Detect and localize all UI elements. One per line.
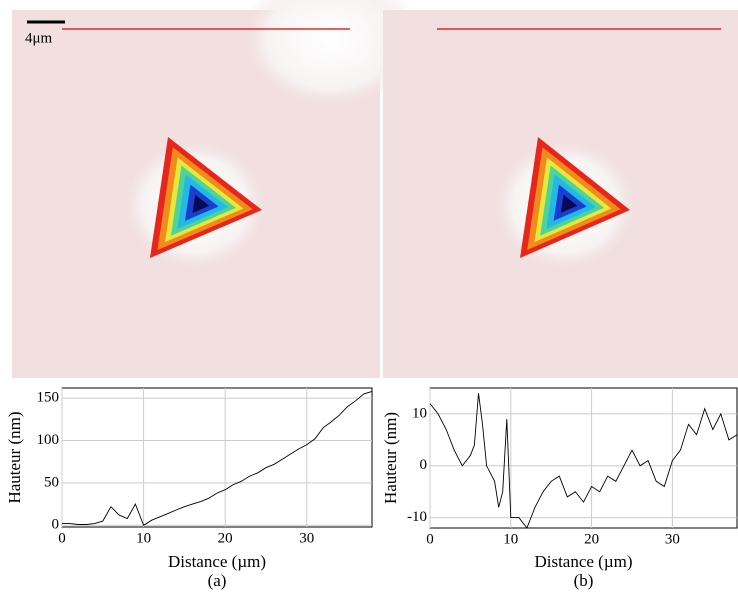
x-tick-label: 30 xyxy=(299,530,314,546)
profile-line xyxy=(429,393,738,529)
y-tick-label: 0 xyxy=(420,457,428,473)
indent xyxy=(150,137,262,258)
y-axis-label: Hauteur (nm) xyxy=(381,412,400,504)
x-axis-label: Distance (µm) xyxy=(534,552,632,571)
x-axis-label: Distance (µm) xyxy=(168,552,266,571)
image-b xyxy=(383,10,738,378)
y-tick-label: 10 xyxy=(412,405,427,421)
x-tick-label: 0 xyxy=(58,530,66,546)
y-tick-label: 0 xyxy=(52,517,60,533)
y-tick-label: 100 xyxy=(37,432,60,448)
plot-area xyxy=(61,387,373,528)
indent xyxy=(520,137,630,258)
y-tick-label: 150 xyxy=(37,390,60,406)
scale-bar-label: 4μm xyxy=(25,30,53,46)
y-axis-label: Hauteur (nm) xyxy=(5,411,24,503)
x-tick-label: 10 xyxy=(136,530,151,546)
y-tick-label: -10 xyxy=(407,509,427,525)
profile-line xyxy=(62,390,373,526)
x-tick-label: 10 xyxy=(503,531,518,547)
caption: (a) xyxy=(208,571,227,590)
image-a: 4μm xyxy=(12,0,420,378)
x-tick-label: 30 xyxy=(665,531,680,547)
x-tick-label: 20 xyxy=(584,531,599,547)
caption: (b) xyxy=(574,571,594,590)
x-tick-label: 0 xyxy=(426,531,434,547)
x-tick-label: 20 xyxy=(218,530,233,546)
y-tick-label: 50 xyxy=(44,474,59,490)
plot-area xyxy=(429,387,738,529)
